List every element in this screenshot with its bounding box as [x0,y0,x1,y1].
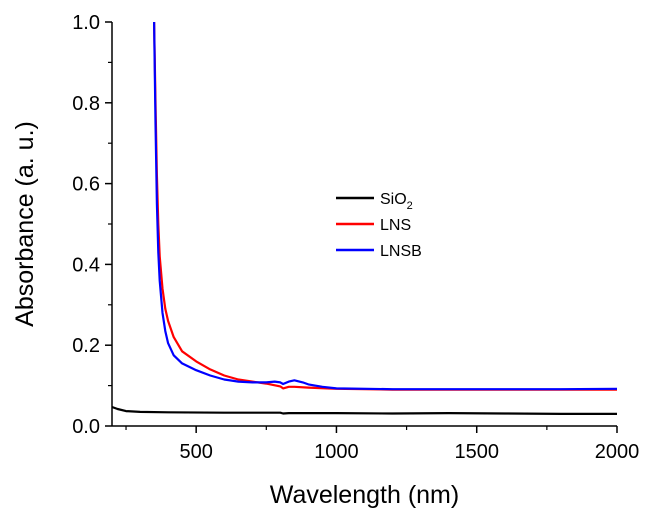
y-tick-label: 0.8 [72,93,100,115]
y-axis-title: Absorbance (a. u.) [11,121,39,327]
x-axis-title: Wavelength (nm) [270,481,459,509]
y-tick-label: 0.0 [72,416,100,438]
series-line-2 [153,21,617,391]
y-tick-label: 0.2 [72,335,100,357]
legend-label: LNSB [380,243,422,260]
y-tick-label: 0.4 [72,254,100,276]
y-tick-label: 0.6 [72,174,100,196]
legend: SiO2 LNS LNSB [336,191,422,260]
x-tick-label: 500 [179,441,212,463]
legend-label: LNS [380,217,411,234]
legend-label: SiO2 [380,191,413,212]
series-line-0 [112,405,617,415]
x-tick-label: 2000 [595,441,640,463]
legend-label-subscript: 2 [407,200,413,212]
series-layer [112,21,617,415]
y-tick-label: 1.0 [72,12,100,34]
x-tick-label: 1000 [314,441,359,463]
axes-layer: 500 1000 1500 2000 0.0 0.2 0.4 0.6 0.8 1.0 [72,12,639,463]
x-tick-label: 1500 [454,441,499,463]
